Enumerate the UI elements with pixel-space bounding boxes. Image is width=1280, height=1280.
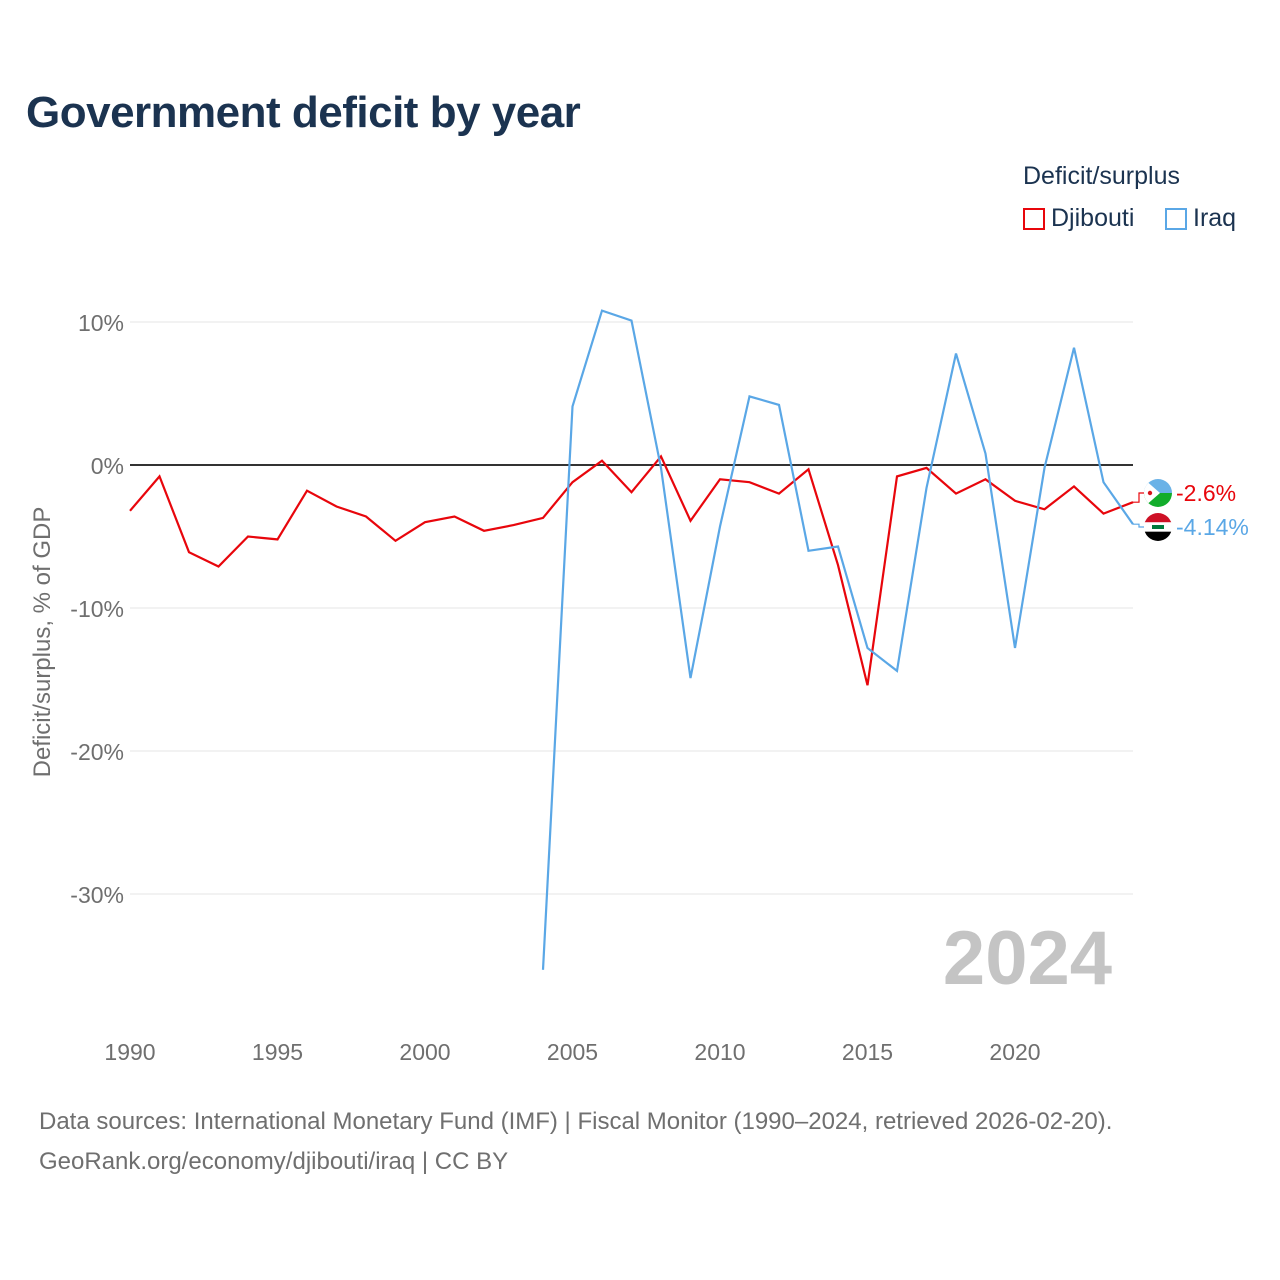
y-tick-label: -10% xyxy=(70,596,124,622)
end-value-label-iraq: -4.14% xyxy=(1176,514,1249,540)
y-tick-label: -20% xyxy=(70,739,124,765)
x-tick-label: 2000 xyxy=(399,1039,450,1065)
y-tick-label: -30% xyxy=(70,882,124,908)
legend-item-iraq[interactable]: Iraq xyxy=(1165,204,1236,233)
series-layer xyxy=(129,309,1134,970)
legend-swatch-djibouti-icon xyxy=(1023,207,1045,230)
y-axis-label: Deficit/surplus, % of GDP xyxy=(29,507,56,778)
x-tick-label: 1990 xyxy=(104,1039,155,1065)
legend-title: Deficit/surplus xyxy=(1023,162,1180,190)
flag-iraq-icon xyxy=(1144,513,1172,541)
y-tick-label: 0% xyxy=(91,453,124,479)
end-connector xyxy=(1133,492,1144,503)
series-line-djibouti[interactable] xyxy=(129,454,1134,686)
x-tick-label: 1995 xyxy=(252,1039,303,1065)
legend-item-djibouti[interactable]: Djibouti xyxy=(1023,204,1134,233)
grid-layer: 10% 0% -10% -20% -30% 1990 1995 2000 2005 2010 201… xyxy=(70,310,1133,1065)
year-watermark: 2024 xyxy=(943,916,1112,1001)
footer-credit: GeoRank.org/economy/djibouti/iraq | CC B… xyxy=(39,1148,509,1175)
x-tick-label: 2005 xyxy=(547,1039,598,1065)
flag-djibouti-icon xyxy=(1144,479,1172,507)
end-value-label-djibouti: -2.6% xyxy=(1176,480,1236,506)
series-line-iraq[interactable] xyxy=(541,309,1134,970)
legend-label-djibouti: Djibouti xyxy=(1051,204,1135,232)
end-label-layer: -2.6% -4.14% xyxy=(1133,479,1249,541)
footer-sources: Data sources: International Monetary Fun… xyxy=(39,1108,1113,1135)
legend-label-iraq: Iraq xyxy=(1193,204,1237,232)
end-connector xyxy=(1133,523,1144,528)
x-tick-label: 2020 xyxy=(989,1039,1040,1065)
x-tick-label: 2010 xyxy=(694,1039,745,1065)
chart-title: Government deficit by year xyxy=(26,88,581,137)
y-tick-label: 10% xyxy=(78,310,124,336)
x-tick-label: 2015 xyxy=(842,1039,893,1065)
legend-swatch-iraq-icon xyxy=(1165,207,1187,230)
